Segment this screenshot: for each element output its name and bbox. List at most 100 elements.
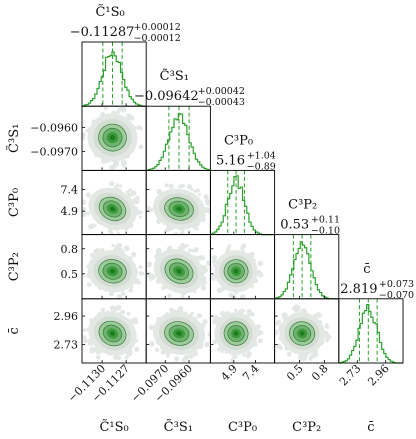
density-panel [209, 234, 276, 300]
density-point [246, 354, 251, 359]
density-point [111, 243, 115, 248]
y-axis-label: C³P₂ [7, 252, 22, 281]
density-point [136, 125, 141, 130]
density-point [240, 295, 246, 299]
histogram-panel [145, 105, 211, 171]
density-contour-line [289, 321, 316, 346]
density-point [131, 252, 137, 258]
density-point [298, 357, 303, 362]
title-median: −0.09642 [134, 89, 199, 104]
density-point [275, 343, 282, 349]
histogram-step [274, 241, 339, 300]
density-panel [81, 298, 147, 364]
density-contour [233, 269, 239, 274]
density-panel [145, 234, 211, 300]
density-point [257, 338, 263, 344]
density-point [112, 354, 119, 361]
title-upper-error: +0.11 [311, 215, 340, 226]
x-axis-label: C³P₀ [228, 420, 257, 435]
density-point [135, 278, 139, 282]
title-lower-error: −0.00012 [134, 33, 181, 44]
density-panel [274, 298, 340, 364]
title-symbol: c̄ [363, 262, 370, 277]
density-point [216, 287, 223, 294]
density-point [242, 353, 247, 357]
density-point [232, 353, 238, 360]
panel-frame [338, 298, 404, 364]
histogram-panel [209, 169, 276, 236]
density-point [193, 225, 197, 230]
x-axis-label: c̄ [367, 420, 374, 435]
density-point [274, 329, 279, 336]
density-point [177, 306, 184, 312]
density-point [109, 181, 115, 187]
density-point [207, 332, 211, 338]
density-point [230, 358, 235, 363]
density-contour-line [164, 258, 194, 285]
density-point [86, 282, 92, 288]
density-point [160, 351, 165, 355]
density-point [205, 260, 211, 266]
density-point [113, 163, 118, 167]
y-tick-label: 4.9 [61, 205, 79, 218]
density-panel [145, 169, 211, 236]
title-upper-error: +0.00042 [198, 86, 245, 97]
density-layers [82, 106, 144, 171]
density-point [291, 305, 298, 312]
density-point [198, 254, 205, 261]
histogram-step [146, 113, 211, 171]
density-point [180, 295, 185, 299]
density-point [83, 338, 88, 344]
density-layers [210, 243, 264, 299]
density-layers [146, 242, 211, 299]
density-layers [86, 242, 144, 299]
density-point [137, 280, 142, 285]
x-tick-label: 7.4 [240, 362, 262, 384]
density-point [174, 358, 179, 362]
density-contour-line [98, 123, 127, 152]
density-point [82, 132, 86, 138]
title-symbol: C³P₂ [288, 198, 317, 213]
density-point [196, 313, 202, 319]
y-tick-label: 2.73 [54, 338, 79, 351]
density-point [180, 183, 185, 189]
density-panel [145, 298, 211, 364]
density-point [227, 244, 232, 248]
density-panel [81, 105, 147, 171]
y-axis-label: C³P₀ [7, 188, 22, 217]
density-point [301, 355, 307, 362]
density-point [286, 351, 292, 357]
density-point [204, 342, 210, 348]
density-point [216, 347, 221, 352]
density-point [202, 319, 208, 325]
density-contour [233, 331, 239, 336]
density-contour [176, 331, 182, 336]
density-panel [81, 234, 147, 300]
title-symbol: C̃¹S₀ [95, 4, 124, 20]
density-contour-line [98, 320, 127, 347]
density-point [85, 211, 91, 216]
density-point [126, 311, 131, 316]
density-point [169, 307, 175, 313]
density-point [88, 223, 94, 230]
density-point [132, 318, 139, 325]
density-point [205, 201, 209, 205]
density-point [186, 184, 193, 190]
density-point [302, 307, 307, 313]
density-point [203, 207, 210, 213]
density-point [121, 163, 125, 167]
density-point [316, 312, 322, 319]
x-tick-label: 2.96 [365, 362, 392, 389]
density-layers [146, 183, 211, 235]
density-point [82, 199, 87, 205]
panel-frame [274, 298, 340, 364]
y-tick-label: 0.8 [61, 243, 79, 256]
density-point [100, 307, 106, 313]
density-panel [81, 169, 147, 236]
density-point [121, 291, 126, 296]
panel-frame [274, 234, 340, 300]
density-point [100, 247, 105, 253]
density-point [165, 354, 170, 358]
density-point [132, 191, 137, 196]
density-point [146, 271, 151, 278]
